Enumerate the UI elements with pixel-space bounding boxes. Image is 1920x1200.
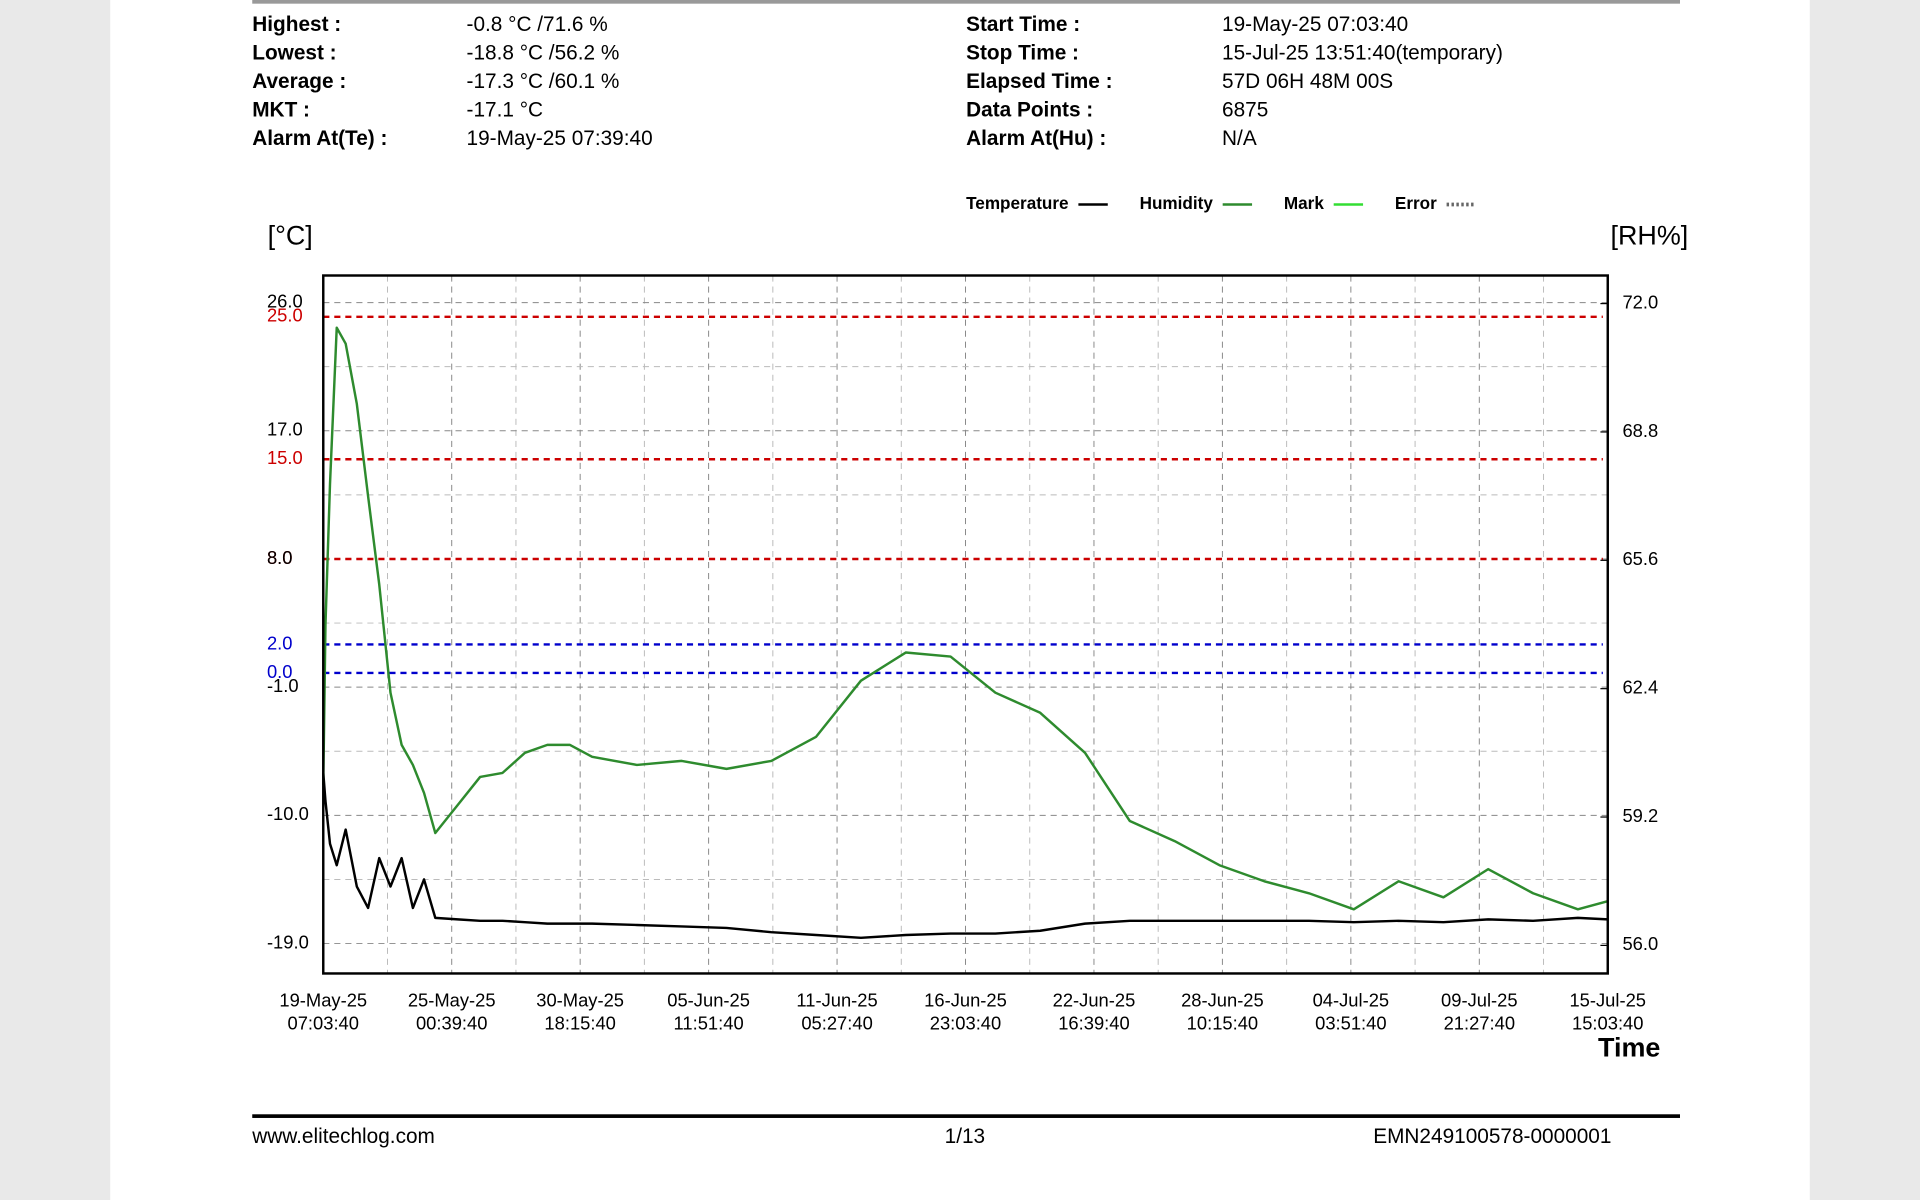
summary-label: Highest : bbox=[252, 13, 341, 36]
y2-tick-label: 65.6 bbox=[1622, 548, 1658, 569]
summary-value: -18.8 °C /56.2 % bbox=[467, 42, 620, 65]
footer-left: www.elitechlog.com bbox=[251, 1125, 435, 1148]
x-tick-label: 16:39:40 bbox=[1058, 1013, 1129, 1034]
footer-right: EMN249100578-0000001 bbox=[1373, 1125, 1611, 1148]
limit-label: 15.0 bbox=[267, 447, 303, 468]
x-tick-label: 18:15:40 bbox=[544, 1013, 615, 1034]
legend-label: Temperature bbox=[966, 193, 1068, 213]
y2-axis-label: [RH%] bbox=[1610, 221, 1688, 251]
summary-label: Average : bbox=[252, 70, 346, 93]
x-tick-label: 05:27:40 bbox=[801, 1013, 872, 1034]
summary-label: Stop Time : bbox=[966, 42, 1079, 65]
top-rule bbox=[252, 0, 1681, 4]
summary-value: 57D 06H 48M 00S bbox=[1222, 70, 1393, 93]
x-tick-label: 19-May-25 bbox=[279, 989, 367, 1010]
summary-value: N/A bbox=[1222, 127, 1257, 150]
x-tick-label: 10:15:40 bbox=[1187, 1013, 1258, 1034]
x-tick-label: 00:39:40 bbox=[416, 1013, 487, 1034]
summary-value: 15-Jul-25 13:51:40(temporary) bbox=[1222, 42, 1503, 65]
plot-frame bbox=[322, 274, 1609, 975]
summary-value: -17.1 °C bbox=[467, 98, 544, 121]
summary-value: -17.3 °C /60.1 % bbox=[467, 70, 620, 93]
summary-value: 19-May-25 07:03:40 bbox=[1222, 13, 1408, 36]
summary-label: Lowest : bbox=[252, 42, 336, 65]
legend-label: Humidity bbox=[1140, 193, 1214, 213]
legend-label: Mark bbox=[1284, 193, 1324, 213]
x-tick-label: 25-May-25 bbox=[408, 989, 496, 1010]
footer-center: 1/13 bbox=[945, 1125, 985, 1148]
limit-label: 25.0 bbox=[267, 305, 303, 326]
x-tick-label: 07:03:40 bbox=[288, 1013, 359, 1034]
y2-tick-label: 56.0 bbox=[1622, 933, 1658, 954]
x-tick-label: 11-Jun-25 bbox=[796, 989, 877, 1010]
y-tick-label: 8.0 bbox=[267, 547, 293, 568]
y-tick-label: 17.0 bbox=[267, 419, 303, 440]
summary-label: MKT : bbox=[252, 98, 310, 121]
legend-label: Error bbox=[1395, 193, 1437, 213]
x-tick-label: 09-Jul-25 bbox=[1441, 989, 1518, 1010]
limit-label: 2.0 bbox=[267, 632, 293, 653]
x-tick-label: 23:03:40 bbox=[930, 1013, 1001, 1034]
limit-label: 8.0 bbox=[267, 547, 293, 568]
x-tick-label: 04-Jul-25 bbox=[1313, 989, 1390, 1010]
x-tick-label: 22-Jun-25 bbox=[1053, 989, 1136, 1010]
x-tick-label: 05-Jun-25 bbox=[667, 989, 750, 1010]
footer-rule bbox=[252, 1114, 1681, 1118]
y-tick-label: -19.0 bbox=[267, 931, 309, 952]
x-tick-label: 03:51:40 bbox=[1315, 1013, 1386, 1034]
summary-label: Start Time : bbox=[966, 13, 1080, 36]
x-tick-label: 30-May-25 bbox=[536, 989, 624, 1010]
series-line bbox=[322, 326, 1609, 911]
y-tick-label: 26.0 bbox=[267, 290, 303, 311]
paper bbox=[110, 0, 1810, 1200]
summary-label: Alarm At(Hu) : bbox=[966, 127, 1106, 150]
y2-tick-label: 62.4 bbox=[1622, 677, 1658, 698]
summary-label: Data Points : bbox=[966, 98, 1093, 121]
y2-tick-label: 72.0 bbox=[1622, 291, 1658, 312]
limit-label: 0.0 bbox=[267, 661, 293, 682]
x-tick-label: 11:51:40 bbox=[674, 1013, 744, 1034]
x-tick-label: 15-Jul-25 bbox=[1569, 989, 1646, 1010]
y-tick-label: -10.0 bbox=[267, 803, 309, 824]
y2-tick-label: 59.2 bbox=[1622, 805, 1658, 826]
summary-label: Alarm At(Te) : bbox=[252, 127, 387, 150]
y-axis-label: [°C] bbox=[268, 221, 313, 251]
x-tick-label: 21:27:40 bbox=[1444, 1013, 1515, 1034]
summary-value: 19-May-25 07:39:40 bbox=[467, 127, 653, 150]
series-line bbox=[322, 772, 1608, 940]
x-tick-label: 28-Jun-25 bbox=[1181, 989, 1264, 1010]
summary-label: Elapsed Time : bbox=[966, 70, 1112, 93]
x-tick-label: 15:03:40 bbox=[1572, 1013, 1643, 1034]
summary-value: -0.8 °C /71.6 % bbox=[467, 13, 608, 36]
y2-tick-label: 68.8 bbox=[1622, 420, 1658, 441]
y-tick-label: -1.0 bbox=[267, 675, 299, 696]
x-axis-label: Time bbox=[1598, 1032, 1660, 1062]
summary-value: 6875 bbox=[1222, 98, 1268, 121]
x-tick-label: 16-Jun-25 bbox=[924, 989, 1007, 1010]
